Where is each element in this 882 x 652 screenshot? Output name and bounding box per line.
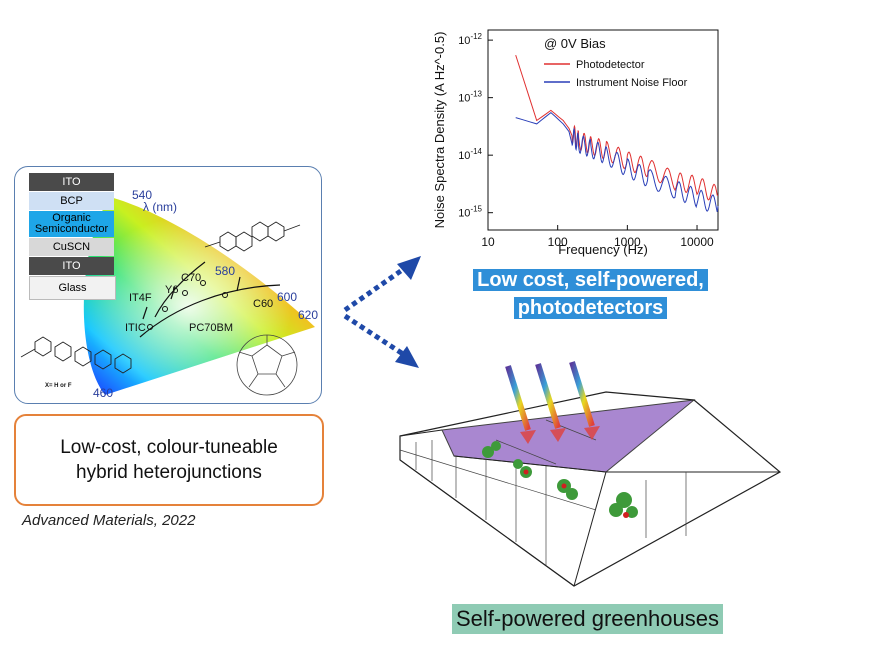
tick-540: 540 <box>132 188 152 202</box>
material-it4f: IT4F <box>129 292 152 304</box>
substituent-note: X= H or F <box>45 383 72 389</box>
tick-620: 620 <box>298 308 318 322</box>
photodetector-caption: Low cost, self-powered, photodetectors <box>459 266 722 322</box>
x-tick-label: 1000 <box>614 235 641 249</box>
material-pc70bm: PC70BM <box>189 322 233 334</box>
legend-label: Photodetector <box>576 59 645 71</box>
layer-ito-bottom: ITO <box>29 257 114 275</box>
molecule-sketch-left <box>20 336 132 374</box>
layer-glass: Glass <box>29 276 116 300</box>
pd-caption-line1: Low cost, self-powered, <box>473 269 708 291</box>
pd-caption-line2: photodetectors <box>513 297 668 319</box>
x-tick-label: 100 <box>548 235 568 249</box>
y-tick-label: 10-12 <box>458 32 482 47</box>
greenhouse-caption: Self-powered greenhouses <box>452 604 723 634</box>
x-tick-label: 10000 <box>680 235 714 249</box>
arrows <box>343 256 421 368</box>
x-axis-label: Frequency (Hz) <box>558 242 648 257</box>
fullerene-icon <box>236 334 298 396</box>
left-caption-line2: hybrid heterojunctions <box>76 462 262 483</box>
tick-460: 460 <box>93 386 113 400</box>
noise-chart: 10 100 1000 10000 10-12 10-13 10-14 10-15 @ 0V … <box>432 29 719 257</box>
arrow-up-head <box>397 256 421 280</box>
series-line-0 <box>515 54 719 201</box>
material-c70: C70 <box>181 272 201 284</box>
left-caption-box: Low-cost, colour-tuneable hybrid heteroj… <box>14 414 324 506</box>
y-tick-label: 10-13 <box>458 90 482 105</box>
plot-frame <box>487 29 719 231</box>
layer-bcp: BCP <box>29 192 114 210</box>
greenhouse-illustration <box>399 361 782 587</box>
tick-600: 600 <box>277 290 297 304</box>
left-caption-line1: Low-cost, colour-tuneable <box>60 437 278 458</box>
layer-organic: Organic Semiconductor <box>29 211 114 237</box>
material-itic: ITIC <box>125 322 146 334</box>
citation: Advanced Materials, 2022 <box>22 512 196 529</box>
chromaticity-diagram: λ (nm) 540 580 600 620 460 IT4F Y6 C70 I… <box>20 188 318 400</box>
layer-cuscn: CuSCN <box>29 238 114 256</box>
legend-label: Instrument Noise Floor <box>576 77 688 89</box>
tomato-plants <box>482 441 638 518</box>
y-tick-label: 10-14 <box>458 147 482 162</box>
arrow-down-head <box>395 346 419 368</box>
x-tick-label: 10 <box>481 235 495 249</box>
light-rays <box>505 361 600 444</box>
layer-ito-top: ITO <box>29 173 114 191</box>
arrow-down-shaft <box>343 313 405 357</box>
material-c60: C60 <box>253 298 273 310</box>
series-line-1 <box>515 111 719 213</box>
lambda-label: λ (nm) <box>143 200 177 214</box>
y-tick-label: 10-15 <box>458 205 482 220</box>
molecule-sketch-top <box>204 221 301 252</box>
bias-label: @ 0V Bias <box>544 36 606 51</box>
arrow-up-shaft <box>343 265 407 313</box>
material-y6: Y6 <box>165 284 178 296</box>
device-panel: λ (nm) 540 580 600 620 460 IT4F Y6 C70 I… <box>14 166 322 404</box>
tick-580: 580 <box>215 264 235 278</box>
y-axis-label: Noise Spectra Density (A Hz^-0.5) <box>432 32 447 229</box>
